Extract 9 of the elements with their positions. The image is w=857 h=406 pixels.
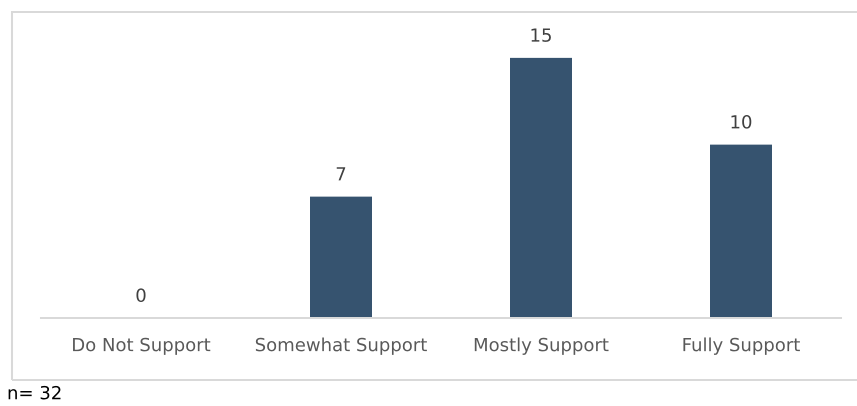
data-label: 15 (531, 28, 551, 42)
x-tick-label: Do Not Support (73, 338, 210, 355)
data-label: 10 (731, 114, 752, 129)
x-tick-label: Mostly Support (474, 337, 609, 355)
data-label: 7 (336, 167, 346, 180)
x-tick-label: Somewhat Support (256, 337, 427, 355)
data-label: 0 (136, 288, 146, 302)
text: n= 32 (8, 386, 60, 400)
x-tick-label: Fully Support (683, 337, 800, 355)
